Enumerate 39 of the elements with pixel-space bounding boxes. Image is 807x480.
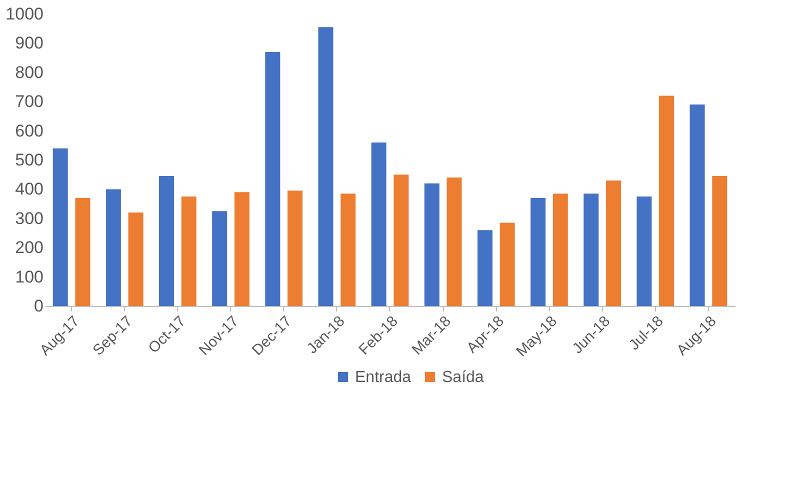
legend-label: Saída — [442, 369, 484, 386]
y-tick-label: 0 — [34, 296, 44, 316]
bar — [340, 194, 356, 306]
bar — [606, 180, 621, 306]
legend-label: Entrada — [355, 369, 412, 386]
bar — [446, 178, 462, 306]
y-tick-label: 100 — [15, 267, 44, 286]
bar — [128, 212, 144, 306]
bar — [500, 222, 515, 306]
bar — [288, 190, 303, 306]
bar — [371, 142, 386, 306]
y-tick-label: 800 — [15, 62, 44, 82]
bar — [181, 196, 196, 306]
bar — [584, 194, 599, 306]
bar — [477, 230, 492, 306]
y-tick-label: 700 — [15, 92, 44, 112]
bar — [530, 198, 546, 306]
bar — [212, 211, 228, 306]
bar — [424, 183, 440, 306]
y-tick-label: 400 — [15, 180, 44, 199]
bar — [394, 174, 409, 306]
bar — [318, 27, 334, 306]
bar — [636, 196, 652, 306]
bar — [106, 189, 121, 306]
y-tick-label: 600 — [15, 121, 44, 140]
bar — [75, 198, 90, 306]
y-tick-label: 1000 — [6, 4, 44, 24]
y-tick-label: 200 — [15, 238, 44, 258]
bar — [234, 192, 250, 306]
bar — [265, 52, 280, 306]
bar — [52, 148, 68, 306]
bar — [552, 194, 568, 306]
bar — [159, 176, 174, 306]
y-tick-label: 500 — [15, 150, 44, 170]
bar — [690, 104, 705, 306]
y-tick-label: 300 — [15, 208, 44, 228]
bar — [712, 176, 728, 306]
y-tick-label: 900 — [15, 34, 44, 53]
bar — [659, 96, 674, 306]
